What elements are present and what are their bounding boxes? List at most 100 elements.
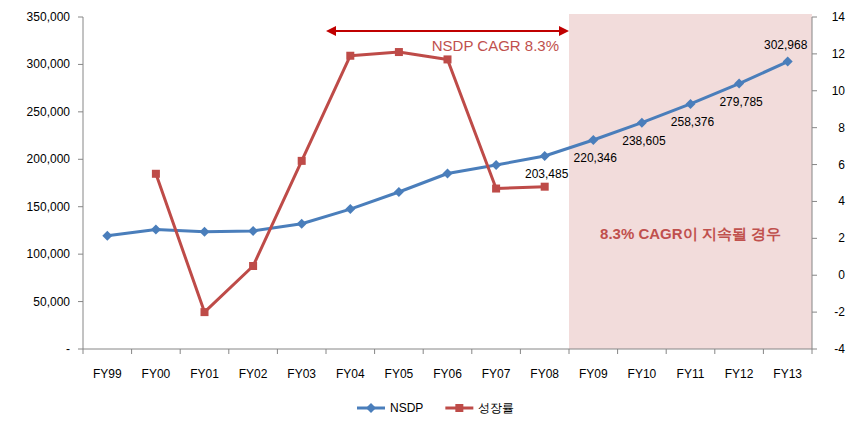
x-tick [520,349,521,354]
y-tick-label: 350,000 [27,10,71,24]
x-tick-label: FY04 [336,367,365,381]
marker-diamond [345,204,355,214]
cagr-label: NSDP CAGR 8.3% [432,37,559,54]
y-tick [78,17,83,18]
marker-diamond [366,403,376,413]
y2-tick [812,164,817,165]
x-tick [812,349,813,354]
x-tick [131,349,132,354]
x-tick-label: FY06 [433,367,462,381]
y2-tick [812,53,817,54]
marker-diamond [102,231,112,241]
y2-tick [812,238,817,239]
y-tick-label: 100,000 [27,247,71,261]
y2-tick [812,17,817,18]
y-tick [78,159,83,160]
x-tick [569,349,570,354]
marker-square [455,404,463,412]
y-tick [78,349,83,350]
legend-label: 성장률 [478,401,514,415]
y2-tick-label: 0 [838,268,845,282]
marker-diamond [588,135,598,145]
y2-tick [812,90,817,91]
x-tick [423,349,424,354]
marker-diamond [734,79,744,89]
y-tick-label: 150,000 [27,200,71,214]
y2-tick-label: 6 [838,158,845,172]
x-tick-label: FY10 [628,367,657,381]
data-label: 302,968 [764,38,808,52]
data-label: 220,346 [574,151,618,165]
arrow-head [559,26,569,36]
y-tick-label: 50,000 [33,295,70,309]
x-tick [83,349,84,354]
x-tick [326,349,327,354]
arrow-head [326,26,336,36]
x-tick [277,349,278,354]
y-tick [78,254,83,255]
y2-tick-label: 4 [838,194,845,208]
marker-diamond [783,57,793,67]
y2-tick [812,312,817,313]
y2-axis-line [812,17,813,349]
x-tick [617,349,618,354]
cagr-arrow [328,30,567,32]
marker-diamond [394,187,404,197]
marker-square [444,55,452,63]
y-tick-label: - [66,342,70,356]
y-tick [78,111,83,112]
marker-square [298,157,306,165]
y2-tick-label: 2 [838,231,845,245]
data-label: 279,785 [719,95,763,109]
marker-square [395,48,403,56]
y2-tick [812,201,817,202]
marker-diamond [200,227,210,237]
x-tick [228,349,229,354]
x-tick-label: FY13 [773,367,802,381]
y2-tick-label: -2 [834,305,845,319]
data-label: 258,376 [671,115,715,129]
plot-area [102,48,792,316]
data-label: 238,605 [622,134,666,148]
marker-square [346,52,354,60]
y2-tick-label: 10 [832,84,846,98]
y2-tick [812,275,817,276]
x-tick-label: FY03 [287,367,316,381]
x-tick [471,349,472,354]
y-axis-line [83,17,84,349]
y-tick [78,64,83,65]
x-axis-line [83,349,812,350]
chart: 8.3% CAGR이 지속될 경우-50,000100,000150,00020… [0,0,857,430]
x-tick [763,349,764,354]
forecast-band [569,14,812,349]
y2-tick-label: 8 [838,121,845,135]
y2-tick [812,127,817,128]
marker-diamond [151,224,161,234]
x-tick-label: FY05 [385,367,414,381]
y-tick-label: 250,000 [27,105,71,119]
marker-diamond [637,118,647,128]
y-tick-label: 300,000 [27,57,71,71]
y2-tick-label: -4 [834,342,845,356]
y2-tick-label: 14 [832,10,846,24]
marker-square [201,308,209,316]
marker-diamond [248,226,258,236]
marker-diamond [443,169,453,179]
x-tick-label: FY07 [482,367,511,381]
x-tick-label: FY01 [190,367,219,381]
y-tick-label: 200,000 [27,152,71,166]
x-tick [374,349,375,354]
marker-square [541,183,549,191]
x-tick-label: FY99 [93,367,122,381]
marker-square [492,185,500,193]
x-tick [666,349,667,354]
x-tick [180,349,181,354]
data-label: 203,485 [525,167,569,181]
marker-square [152,170,160,178]
series-line [107,62,787,236]
x-tick-label: FY02 [239,367,268,381]
x-tick-label: FY11 [677,367,705,381]
marker-diamond [540,151,550,161]
band-label: 8.3% CAGR이 지속될 경우 [600,225,781,242]
x-tick-label: FY09 [579,367,608,381]
